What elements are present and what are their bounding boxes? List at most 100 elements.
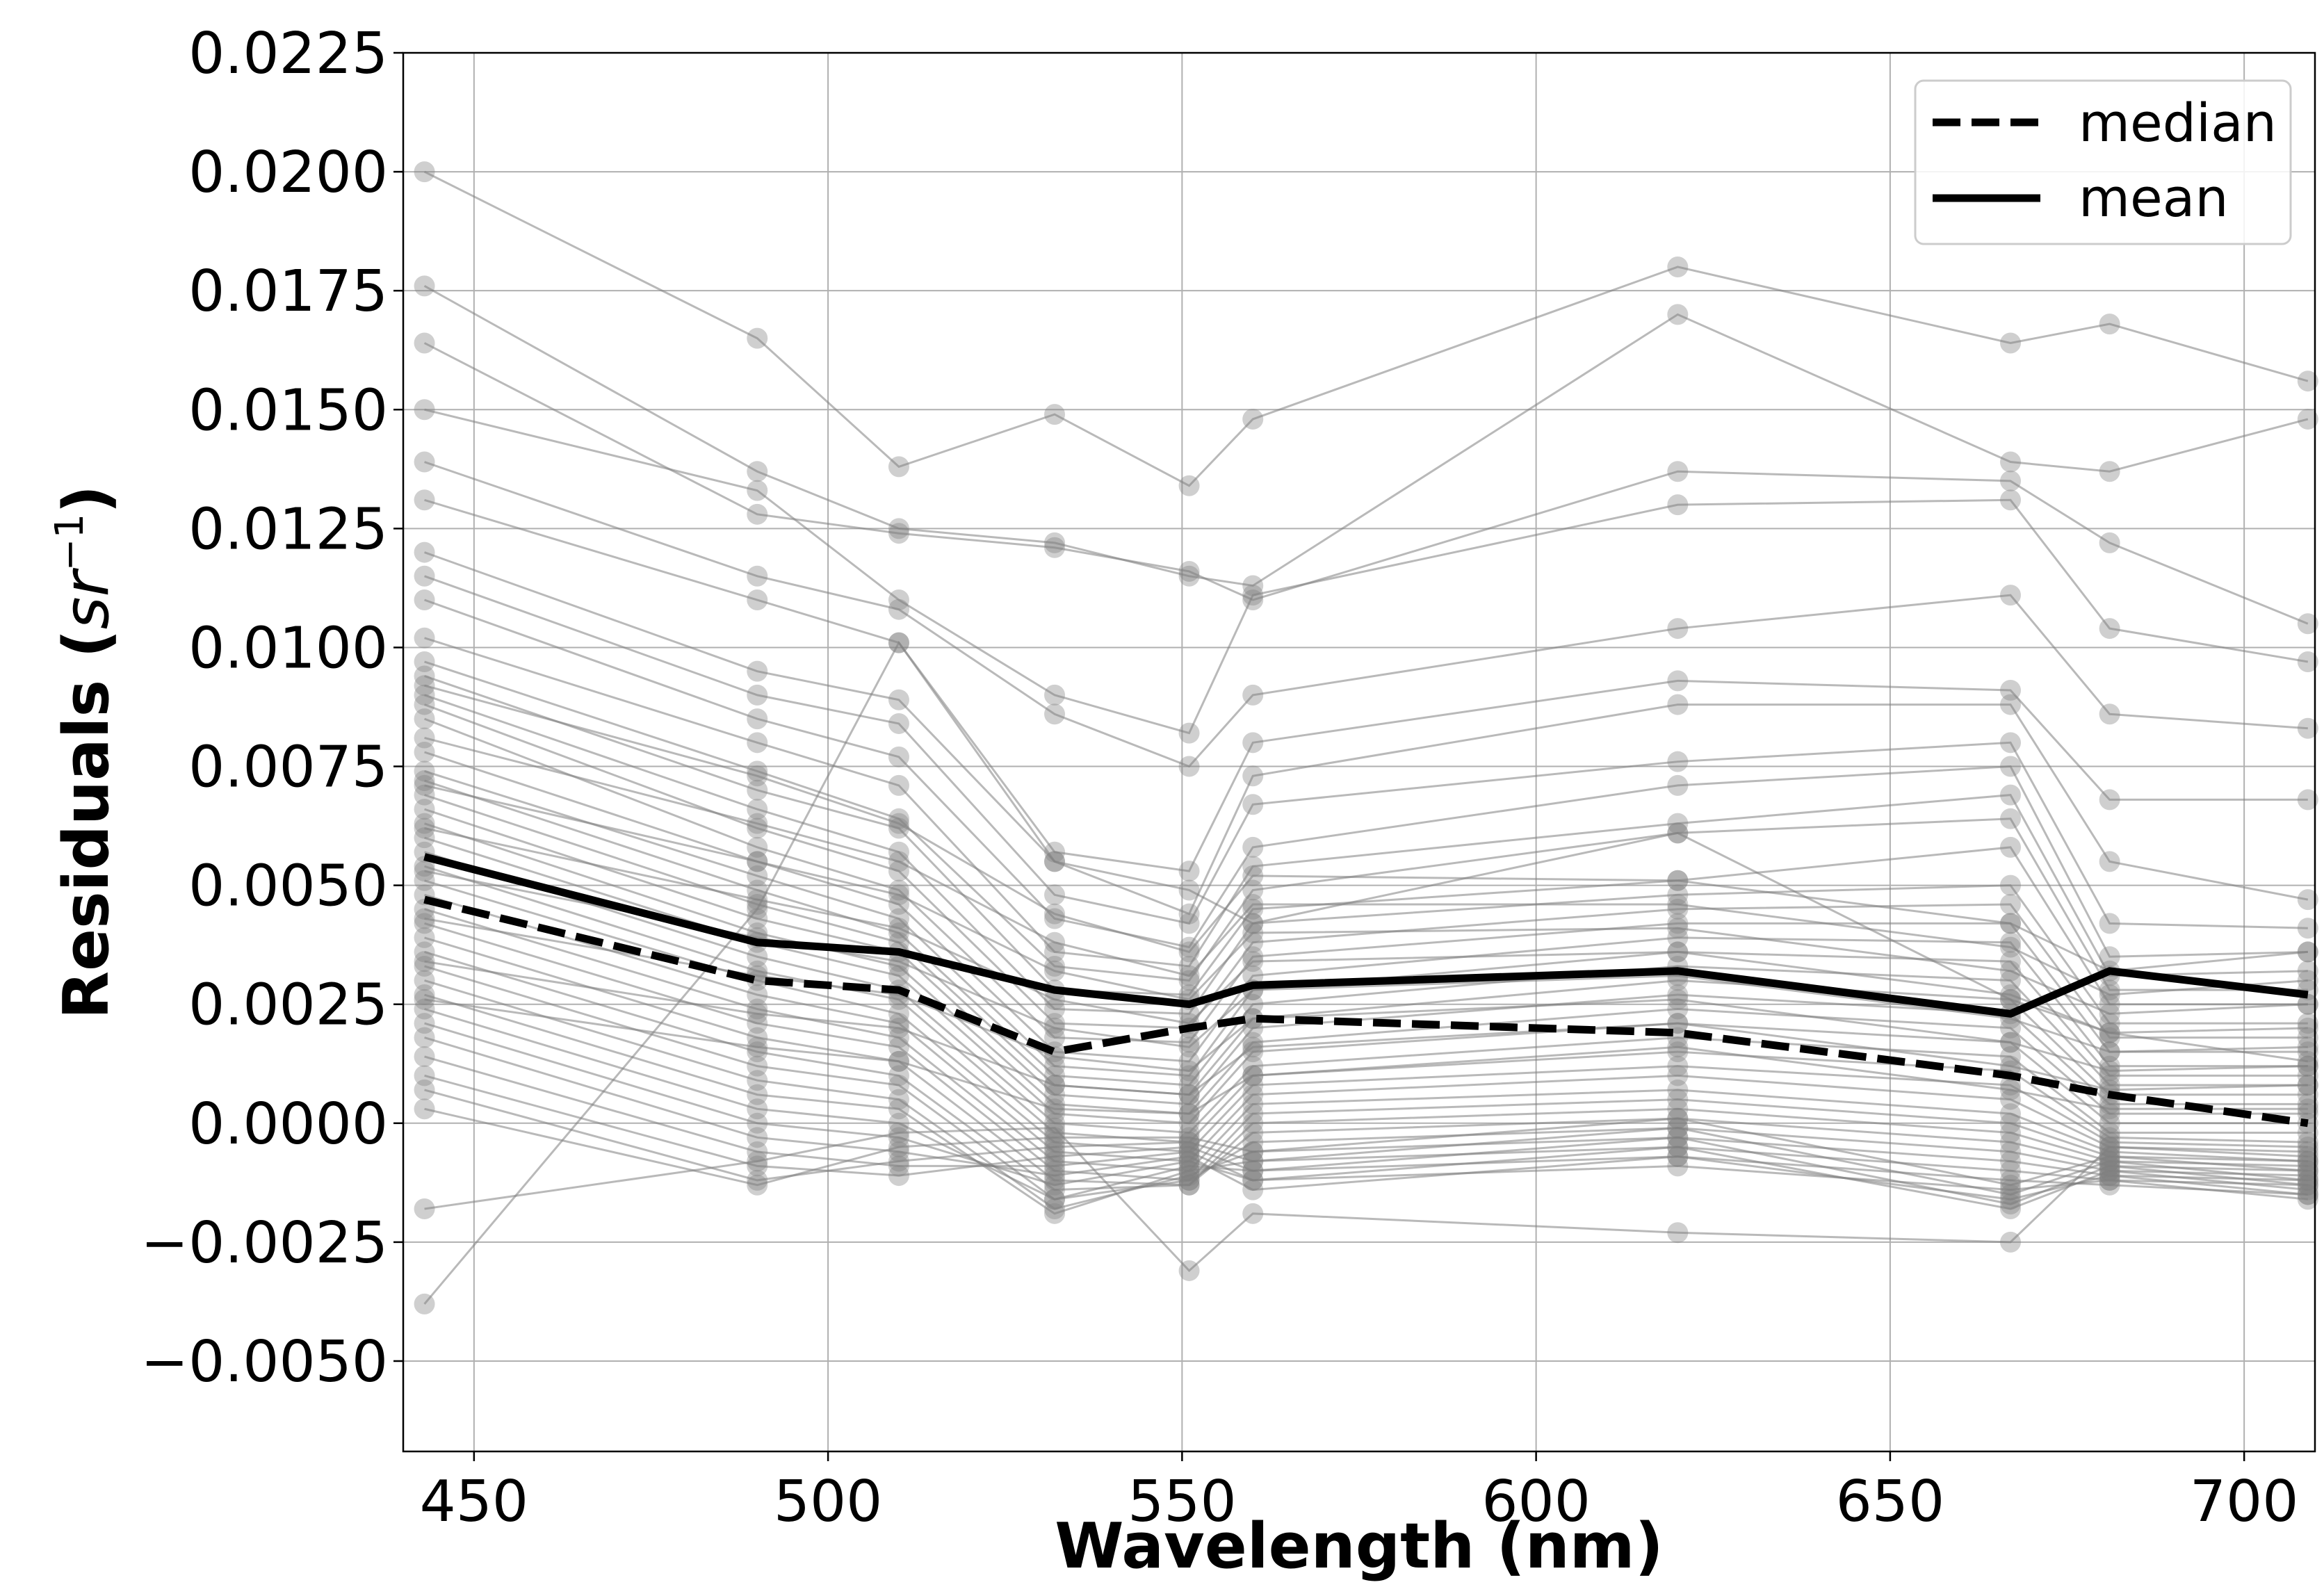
sample-point <box>2297 1017 2318 1039</box>
sample-point <box>1242 408 1264 430</box>
sample-point <box>1242 1103 1264 1125</box>
sample-point <box>1667 1107 1689 1129</box>
sample-point <box>414 275 435 297</box>
sample-point <box>1667 461 1689 482</box>
sample-line <box>424 684 2308 972</box>
sample-point <box>1242 1093 1264 1115</box>
sample-point <box>2000 1194 2022 1215</box>
sample-line <box>424 694 2308 1025</box>
sample-point <box>1667 927 1689 948</box>
sample-point <box>888 456 909 478</box>
sample-point <box>414 627 435 649</box>
sample-point <box>2000 1150 2022 1172</box>
sample-point <box>2297 371 2318 392</box>
sample-point <box>2297 613 2318 635</box>
sample-point <box>747 879 768 901</box>
sample-point <box>1667 870 1689 891</box>
sample-point <box>888 1027 909 1048</box>
sample-point <box>1667 1137 1689 1158</box>
sample-point <box>747 1112 768 1134</box>
sample-point <box>2297 1084 2318 1105</box>
sample-line <box>424 1055 2308 1210</box>
sample-point <box>2297 1146 2318 1167</box>
sample-point <box>747 589 768 611</box>
sample-point <box>1178 1032 1200 1053</box>
sample-point <box>414 970 435 991</box>
sample-line <box>424 879 2308 1153</box>
sample-point <box>2099 789 2120 811</box>
sample-point <box>1044 931 1066 953</box>
sample-point <box>747 865 768 886</box>
sample-point <box>2000 913 2022 934</box>
sample-point <box>414 955 435 977</box>
y-tick-label: 0.0175 <box>188 259 388 325</box>
sample-point <box>747 813 768 834</box>
sample-point <box>1044 1165 1066 1187</box>
sample-point <box>2000 1141 2022 1162</box>
sample-point <box>2297 1027 2318 1048</box>
sample-point <box>1242 922 1264 944</box>
sample-point <box>1242 1169 1264 1191</box>
sample-point <box>414 861 435 882</box>
sample-line <box>424 551 2309 915</box>
sample-point <box>2000 970 2022 991</box>
sample-point <box>2297 918 2318 939</box>
sample-point <box>1667 1127 1689 1148</box>
sample-point <box>2099 1137 2120 1158</box>
sample-point <box>888 1017 909 1039</box>
sample-point <box>2000 489 2022 511</box>
sample-point <box>414 451 435 473</box>
sample-point <box>888 817 909 839</box>
summary-lines <box>423 853 2309 1128</box>
sample-point <box>747 1003 768 1025</box>
sample-point <box>414 941 435 963</box>
sample-point <box>747 836 768 858</box>
sample-point <box>1242 1122 1264 1144</box>
sample-point <box>1178 756 1200 777</box>
sample-point <box>747 779 768 801</box>
sample-point <box>747 660 768 682</box>
sample-line <box>424 408 2309 735</box>
sample-point <box>747 708 768 730</box>
sample-point <box>1667 751 1689 772</box>
sample-point <box>1667 618 1689 640</box>
sample-point <box>1044 851 1066 872</box>
sample-point <box>747 1027 768 1048</box>
mean-line <box>423 853 2309 1018</box>
sample-point <box>1044 903 1066 925</box>
sample-point <box>2099 1003 2120 1025</box>
sample-point <box>747 327 768 349</box>
sample-point <box>1667 1089 1689 1110</box>
sample-point <box>888 689 909 710</box>
sample-point <box>888 1065 909 1087</box>
sample-point <box>2297 1065 2318 1087</box>
legend-median-label: median <box>2079 92 2277 154</box>
sample-point <box>2297 889 2318 911</box>
sample-point <box>414 927 435 948</box>
sample-point <box>2099 851 2120 872</box>
sample-point <box>2000 874 2022 896</box>
sample-point <box>1667 893 1689 915</box>
sample-point <box>414 1079 435 1100</box>
y-tick-label: 0.0200 <box>188 140 388 206</box>
sample-line <box>424 808 2308 1105</box>
sample-point <box>888 1036 909 1058</box>
sample-point <box>888 918 909 939</box>
y-tick-label: 0.0025 <box>188 972 388 1039</box>
sample-point <box>2000 732 2022 754</box>
sample-point <box>888 1003 909 1025</box>
sample-point <box>1044 1027 1066 1048</box>
sample-point <box>888 523 909 544</box>
sample-point <box>747 946 768 968</box>
sample-point <box>888 1137 909 1158</box>
sample-point <box>414 727 435 749</box>
sample-line <box>424 599 2308 958</box>
sample-point <box>2000 1112 2022 1134</box>
sample-point <box>414 988 435 1010</box>
sample-point <box>1242 1132 1264 1153</box>
sample-point <box>2000 1017 2022 1039</box>
sample-point <box>2297 960 2318 982</box>
sample-point <box>1667 304 1689 325</box>
sample-point <box>2099 1098 2120 1120</box>
